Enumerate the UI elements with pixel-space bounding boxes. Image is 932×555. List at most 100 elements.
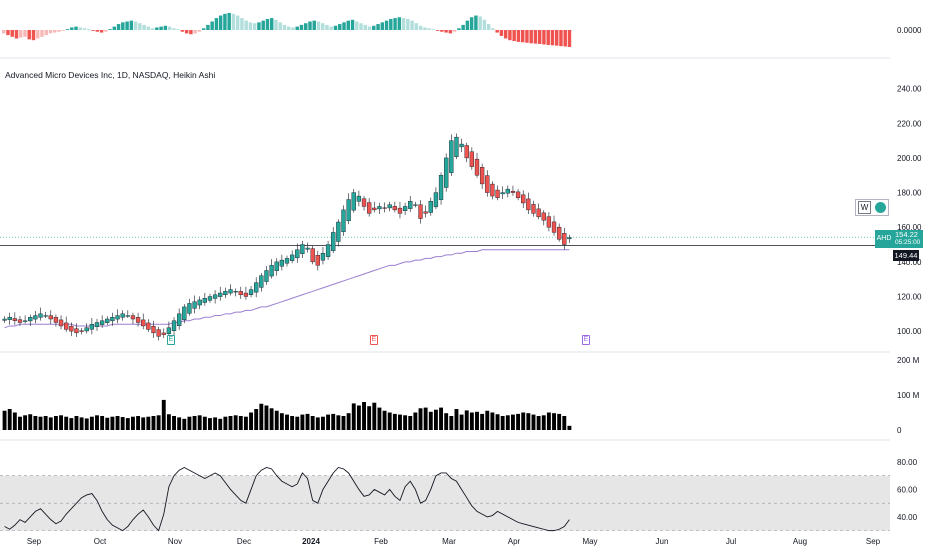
candle-body	[248, 289, 254, 295]
candle-body	[99, 320, 105, 325]
candle-body	[336, 221, 341, 242]
volume-bar	[69, 418, 74, 430]
oscillator-bar	[304, 23, 308, 30]
oscillator-bar	[23, 30, 27, 37]
price-axis-label: 140.00	[897, 258, 922, 267]
oscillator-bar	[427, 28, 431, 30]
candle-body	[367, 202, 372, 214]
volume-bar	[182, 418, 187, 430]
time-axis-label: Dec	[237, 537, 251, 546]
oscillator-bar	[457, 28, 461, 30]
volume-bar	[115, 416, 120, 430]
candle-body	[413, 204, 418, 206]
earnings-marker[interactable]: E	[167, 335, 175, 345]
oscillator-bar	[125, 21, 129, 30]
time-axis-label: Oct	[94, 537, 107, 546]
candle-body	[192, 301, 197, 309]
volume-bar	[120, 417, 125, 430]
oscillator-bar	[567, 30, 572, 47]
candle-body	[325, 244, 331, 257]
candle-body	[331, 232, 336, 251]
last-price-tag: AHD 154.22 05:25:00	[875, 230, 923, 248]
oscillator-bar	[393, 18, 397, 30]
candle-body	[17, 319, 23, 323]
volume-bar	[480, 413, 485, 430]
oscillator-bar	[321, 23, 325, 30]
volume-bar	[285, 414, 289, 430]
price-axis-label: 220.00	[897, 119, 922, 128]
volume-bar	[274, 410, 279, 430]
oscillator-bar	[346, 20, 350, 30]
oscillator-bar	[299, 24, 304, 30]
oscillator-bar	[257, 22, 261, 30]
oscillator-bar	[372, 25, 376, 30]
oscillator-bar	[278, 22, 282, 30]
ticker-label: AHD	[876, 235, 892, 242]
price-axis-label: 240.00	[897, 85, 922, 94]
oscillator-bar	[563, 30, 567, 47]
time-axis[interactable]: Sep Oct Nov Dec 2024 Feb Mar Apr May Jun Jul Aug Sep	[27, 537, 881, 546]
volume-bar	[259, 403, 264, 430]
oscillator-bar	[338, 24, 342, 30]
oscillator-bar	[150, 28, 155, 30]
volume-bar	[372, 402, 377, 430]
oscillator-bar	[180, 30, 185, 32]
volume-bar	[53, 416, 58, 430]
candle-body	[48, 315, 53, 320]
volume-bar	[444, 413, 449, 430]
oscillator-bar	[53, 30, 57, 33]
oscillator-bar	[138, 23, 142, 30]
candle-body	[89, 324, 95, 330]
volume-bar	[490, 412, 495, 430]
candle-body	[402, 206, 408, 211]
volume-bar	[264, 405, 269, 430]
oscillator-bar	[376, 24, 380, 30]
candle-body	[84, 327, 89, 332]
interval-button[interactable]: W	[858, 201, 871, 214]
candle-body	[356, 195, 362, 202]
oscillator-bar	[431, 29, 436, 30]
oscillator-bar	[91, 30, 95, 31]
volume-bar	[428, 411, 433, 430]
oscillator-bar	[44, 30, 48, 36]
oscillator-bar	[537, 30, 542, 44]
oscillator-bar	[491, 28, 495, 30]
volume-bar	[172, 416, 176, 430]
candle-body	[171, 320, 177, 331]
price-axes[interactable]: 240.00 220.00 200.00 180.00 160.00 140.00 120.…	[897, 26, 922, 522]
volume-bar	[485, 410, 490, 430]
oscillator-bar	[461, 24, 465, 30]
time-axis-label: Aug	[793, 537, 807, 546]
earnings-marker[interactable]: E	[582, 335, 590, 345]
interval-widget[interactable]: W	[855, 199, 889, 216]
candle-body	[284, 258, 290, 264]
volume-bar	[521, 412, 526, 430]
volume-bar	[382, 410, 387, 430]
oscillator-bar	[2, 30, 6, 34]
volume-bar	[408, 416, 413, 430]
candle-body	[182, 306, 187, 320]
oscillator-bar	[10, 30, 14, 37]
volume-bar	[516, 413, 521, 430]
volume-bar	[567, 425, 572, 430]
oscillator-bar	[31, 30, 36, 41]
oscillator-bar	[210, 21, 214, 30]
candle-body	[269, 265, 274, 277]
earnings-marker[interactable]: E	[370, 335, 378, 345]
volume-bar	[110, 416, 115, 430]
oscillator-bar	[448, 30, 453, 34]
oscillator-bar	[401, 18, 406, 30]
candle-body	[223, 291, 228, 296]
candle-body	[305, 247, 310, 250]
candle-body	[310, 248, 315, 263]
oscillator-bar	[499, 30, 504, 36]
candle-body	[351, 192, 356, 211]
candlestick-series[interactable]	[2, 133, 572, 341]
candle-body	[521, 194, 526, 204]
volume-bar	[223, 416, 228, 430]
volume-bar	[341, 416, 346, 430]
volume-bar	[12, 412, 17, 430]
oscillator-bar	[342, 22, 346, 30]
